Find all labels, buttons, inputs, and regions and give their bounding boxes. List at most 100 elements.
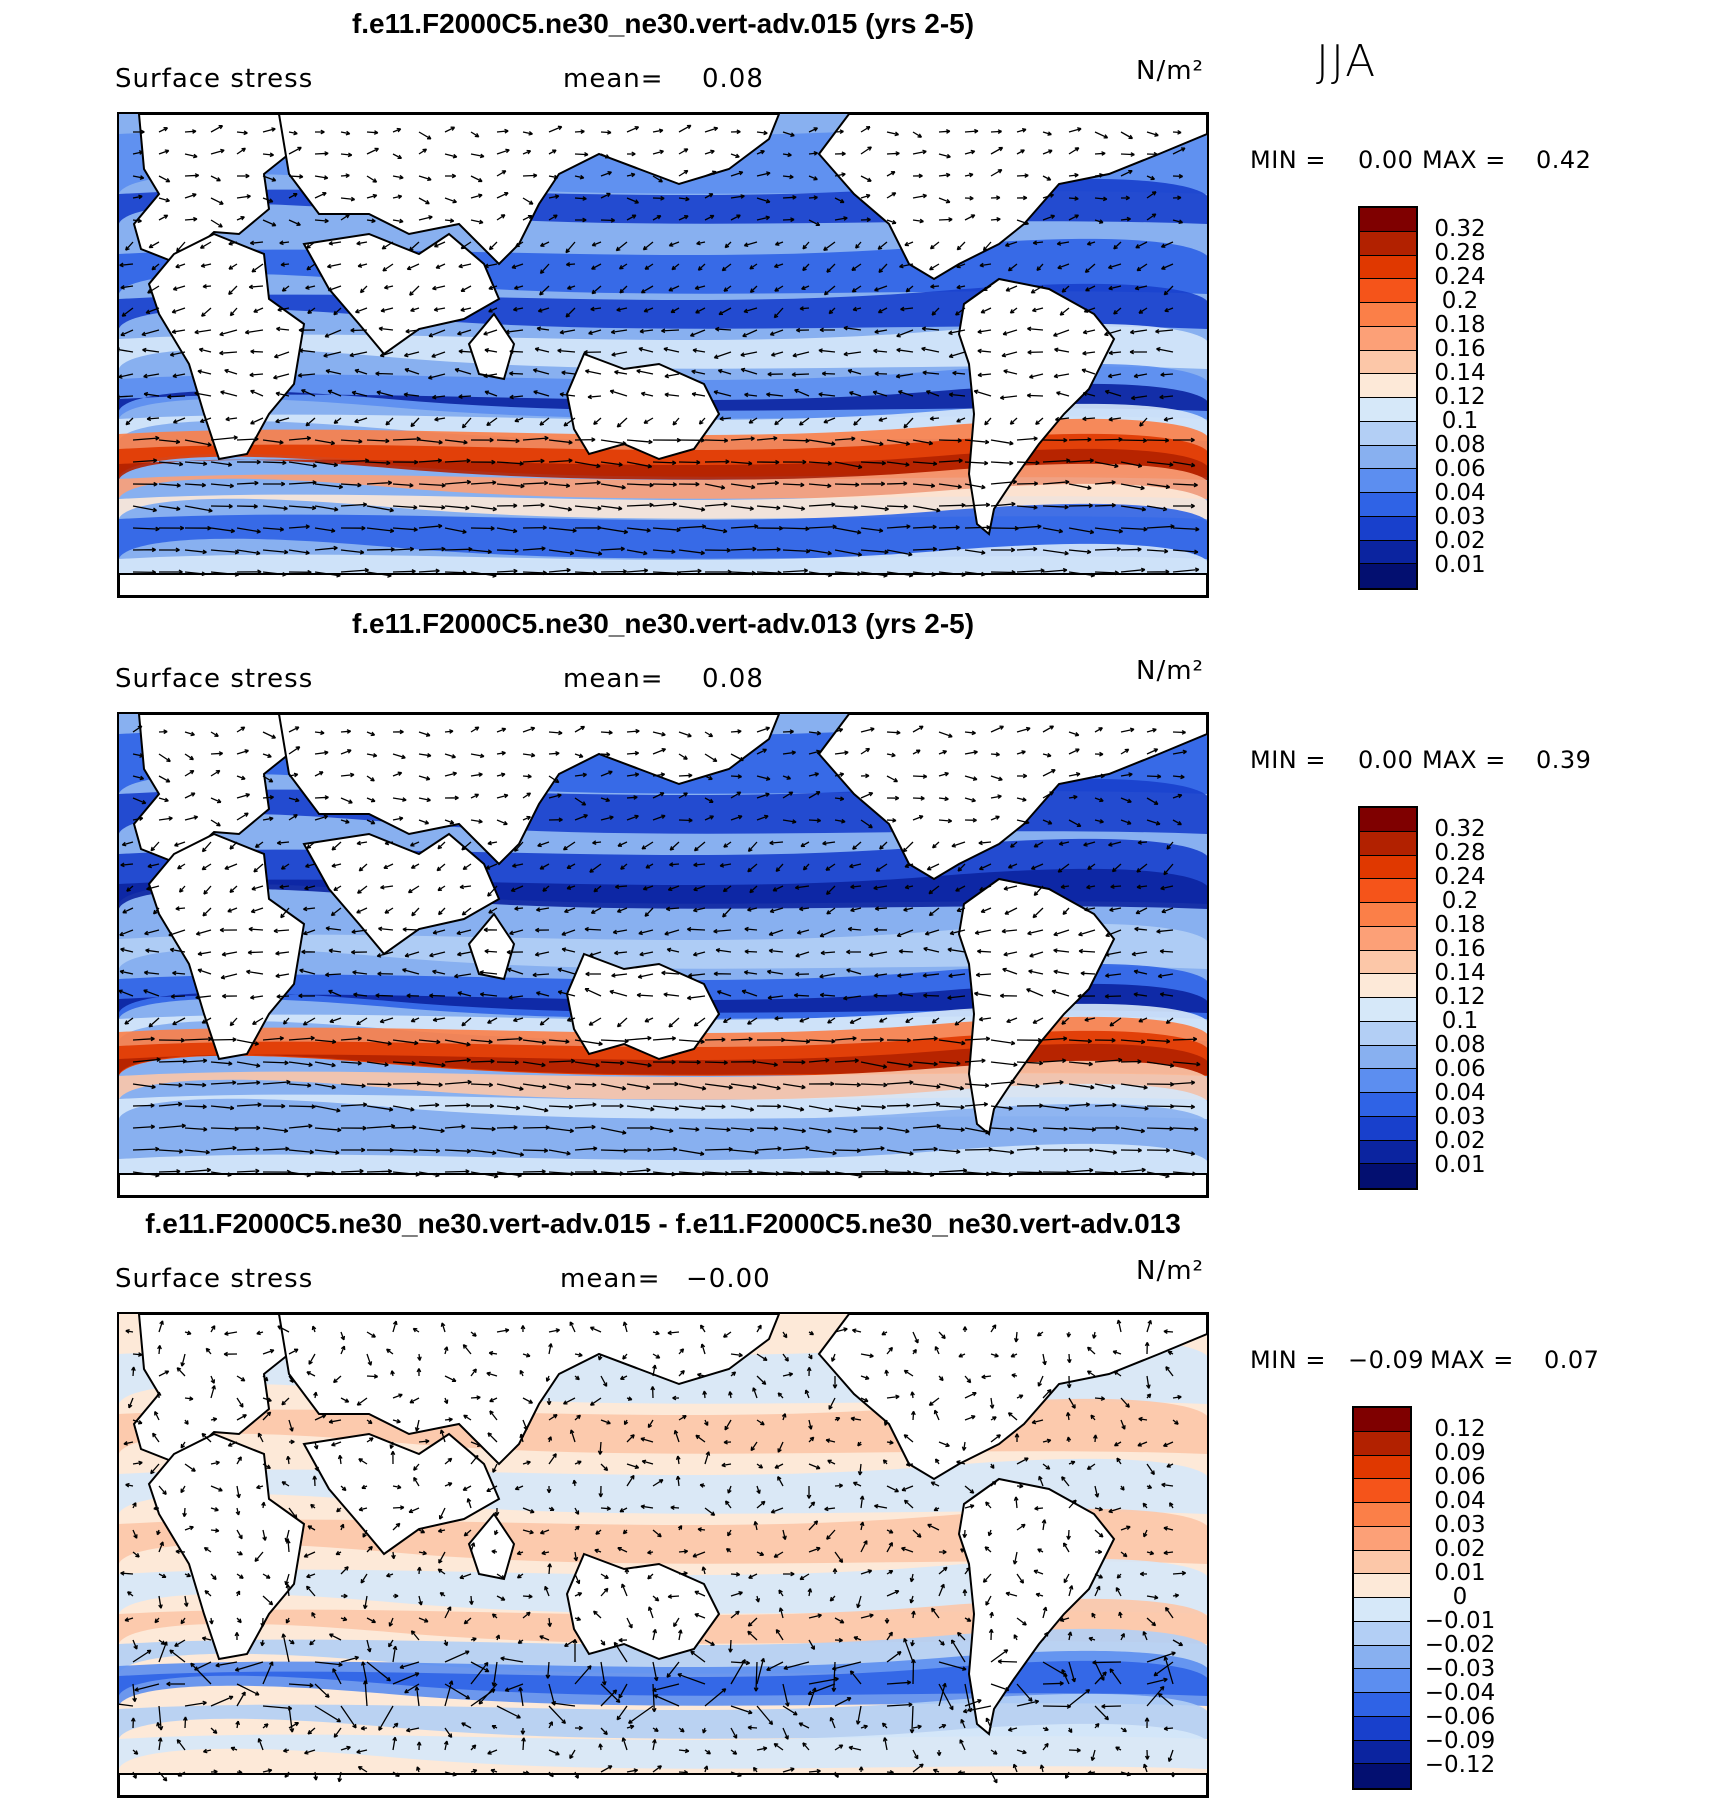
colorbar-swatch <box>1360 208 1416 232</box>
panel-3-field <box>119 1314 1207 1796</box>
colorbar-tick-label: 0.02 <box>1434 1536 1486 1562</box>
land-outline <box>957 877 1116 1136</box>
panel-1-variable: Surface stress <box>115 64 314 94</box>
panel-3-title: f.e11.F2000C5.ne30_ne30.vert-adv.015 - f… <box>145 1208 1181 1239</box>
colorbar-tick-label: 0.01 <box>1434 1560 1486 1586</box>
land-outline <box>467 912 516 981</box>
colorbar-swatch <box>1360 1021 1416 1046</box>
colorbar-swatch <box>1354 1574 1410 1598</box>
panel-1-units: N/m² <box>1136 56 1204 86</box>
colorbar-swatch <box>1354 1764 1410 1788</box>
colorbar-tick-label: 0.02 <box>1434 528 1486 554</box>
colorbar-tick-label: 0.1 <box>1441 1008 1479 1034</box>
colorbar-swatch <box>1360 374 1416 398</box>
contour-band <box>119 983 1207 1013</box>
land-outline <box>147 1432 306 1661</box>
colorbar-swatch <box>1360 926 1416 951</box>
colorbar-swatch <box>1360 540 1416 565</box>
panel-1-min-value: 0.00 <box>1358 146 1414 174</box>
panel-2-title: f.e11.F2000C5.ne30_ne30.vert-adv.013 (yr… <box>351 608 975 639</box>
contour-band <box>119 1060 1207 1100</box>
panel-2-field <box>119 714 1207 1196</box>
land-outline <box>565 352 721 461</box>
land-outline <box>277 1314 781 1466</box>
vector-arrows <box>119 1319 1187 1784</box>
colorbar-tick-label: 0.32 <box>1434 816 1486 842</box>
colorbar-tick-label: 0.03 <box>1434 504 1486 530</box>
colorbar-tick-label: 0.04 <box>1434 1080 1486 1106</box>
contour-band <box>119 463 1207 499</box>
colorbar-swatch <box>1360 974 1416 998</box>
panel-2-min-value: 0.00 <box>1358 746 1414 774</box>
colorbar-swatch <box>1354 1621 1410 1646</box>
panel-3-map <box>117 1312 1209 1798</box>
contour-band <box>119 1083 1207 1119</box>
colorbar-tick-label: −0.01 <box>1424 1608 1496 1634</box>
colorbar-swatch <box>1360 879 1416 903</box>
colorbar-tick-label: −0.04 <box>1424 1680 1496 1706</box>
contour-band <box>119 1723 1207 1769</box>
colorbar-tick-label: 0.12 <box>1434 984 1486 1010</box>
colorbar-swatch <box>1354 1479 1410 1503</box>
panel-2-mean-label: mean= <box>563 664 664 694</box>
colorbar-tick-label: 0.08 <box>1434 432 1486 458</box>
panel-2-mean-value: 0.08 <box>702 664 764 694</box>
colorbar-swatch <box>1354 1669 1410 1693</box>
colorbar-swatch <box>1360 469 1416 493</box>
panel-2-max-label: MAX = <box>1422 746 1506 774</box>
panel-1-max-label: MAX = <box>1422 146 1506 174</box>
land-outline <box>817 714 1207 881</box>
colorbar-swatch <box>1354 1431 1410 1456</box>
contour-band <box>119 383 1207 411</box>
colorbar-tick-label: 0.12 <box>1434 1416 1486 1442</box>
colorbar-tick-label: 0.06 <box>1434 1056 1486 1082</box>
land-outline <box>817 114 1207 281</box>
panel-2-min-label: MIN = <box>1250 746 1326 774</box>
colorbar-swatch <box>1360 903 1416 927</box>
panel-2-units: N/m² <box>1136 656 1204 686</box>
colorbar-tick-label: 0.2 <box>1441 288 1479 314</box>
colorbar-swatch <box>1360 808 1416 832</box>
contour-band <box>119 1043 1207 1075</box>
colorbar-swatch <box>1354 1716 1410 1741</box>
colorbar-swatch <box>1360 350 1416 375</box>
colorbar-tick-label: 0.04 <box>1434 1488 1486 1514</box>
colorbar-swatch <box>1360 326 1416 351</box>
colorbar-swatch <box>1360 998 1416 1022</box>
contour-band <box>119 923 1207 969</box>
contour-band <box>119 323 1207 369</box>
colorbar-tick-label: 0.16 <box>1434 936 1486 962</box>
panel-3-min-value: −0.09 <box>1348 1346 1425 1374</box>
colorbar-swatch <box>1360 445 1416 470</box>
colorbar-swatch <box>1360 303 1416 327</box>
colorbar-swatch <box>1360 516 1416 541</box>
colorbar-swatch <box>1354 1408 1410 1432</box>
colorbar-tick-label: −0.12 <box>1424 1752 1496 1778</box>
panel-2-colorbar <box>1358 806 1418 1190</box>
panel-1-field <box>119 114 1207 596</box>
colorbar-swatch <box>1354 1526 1410 1551</box>
colorbar-swatch <box>1354 1455 1410 1480</box>
colorbar-swatch <box>1360 831 1416 856</box>
panel-3-colorbar <box>1352 1406 1412 1790</box>
colorbar-tick-label: −0.03 <box>1424 1656 1496 1682</box>
colorbar-tick-label: 0.16 <box>1434 336 1486 362</box>
colorbar-swatch <box>1360 279 1416 303</box>
colorbar-swatch <box>1354 1645 1410 1670</box>
panel-1-map <box>117 112 1209 598</box>
contour-band <box>119 1660 1207 1696</box>
colorbar-tick-label: 0.03 <box>1434 1512 1486 1538</box>
colorbar-tick-label: 0.14 <box>1434 360 1486 386</box>
colorbar-swatch <box>1360 564 1416 588</box>
colorbar-tick-label: −0.09 <box>1424 1728 1496 1754</box>
land-outline <box>467 312 516 381</box>
land-outline <box>119 573 1207 596</box>
colorbar-swatch <box>1354 1598 1410 1622</box>
colorbar-tick-label: 0 <box>1452 1584 1468 1610</box>
colorbar-tick-label: 0.2 <box>1441 888 1479 914</box>
colorbar-swatch <box>1360 231 1416 256</box>
panel-3-max-label: MAX = <box>1430 1346 1514 1374</box>
colorbar-swatch <box>1354 1550 1410 1575</box>
land-outline <box>302 1432 501 1556</box>
colorbar-tick-label: 0.03 <box>1434 1104 1486 1130</box>
